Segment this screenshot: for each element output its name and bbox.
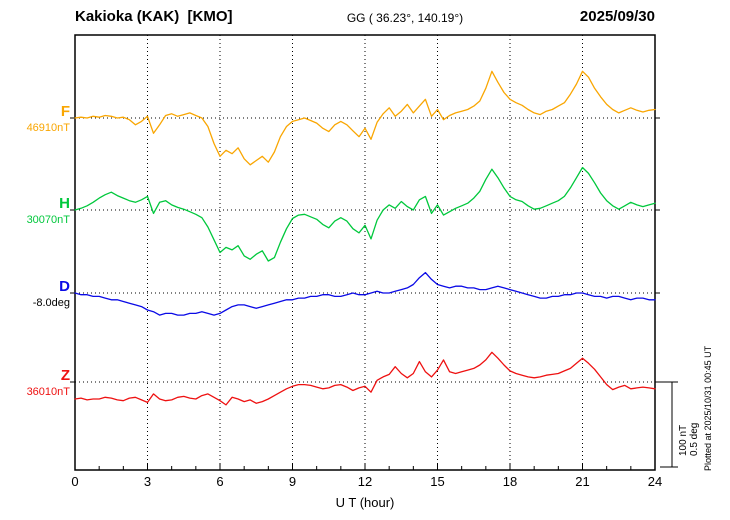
page-title: Kakioka (KAK) [KMO] <box>75 8 233 25</box>
x-tick-label-24: 24 <box>647 474 663 489</box>
scale-bar-nt-label: 100 nT <box>678 424 689 456</box>
x-tick-label-15: 15 <box>430 474 445 489</box>
x-tick-label-21: 21 <box>575 474 590 489</box>
x-tick-label-9: 9 <box>288 474 297 489</box>
trace-D <box>74 271 656 316</box>
trace-baseline-value-H: 30070nT <box>26 214 70 226</box>
trace-baseline-value-F: 46910nT <box>26 122 70 134</box>
plotted-at-note: Plotted at 2025/10/31 00:45 UT <box>703 345 713 471</box>
scale-bar-deg-label: 0.5 deg <box>689 422 700 456</box>
scale-bar-labels: 100 nT 0.5 deg <box>678 423 700 456</box>
trace-F <box>74 70 656 166</box>
trace-baseline-value-Z: 36010nT <box>26 386 70 398</box>
x-tick-label-18: 18 <box>502 474 518 489</box>
trace-label-F: F <box>60 103 70 120</box>
station-coordinates: GG ( 36.23°, 140.19°) <box>346 11 464 25</box>
x-tick-label-12: 12 <box>357 474 373 489</box>
trace-label-Z: Z <box>60 367 70 384</box>
trace-label-H: H <box>59 195 70 212</box>
plot-date: 2025/09/30 <box>579 8 655 25</box>
x-tick-label-3: 3 <box>143 474 152 489</box>
x-axis-title: U T (hour) <box>335 495 395 510</box>
trace-baseline-value-D: -8.0deg <box>32 297 70 309</box>
trace-H <box>74 166 656 262</box>
plot-border <box>74 34 656 471</box>
trace-label-D: D <box>59 278 70 295</box>
trace-Z <box>74 351 656 406</box>
x-tick-label-6: 6 <box>216 474 224 489</box>
x-tick-label-0: 0 <box>71 474 79 489</box>
